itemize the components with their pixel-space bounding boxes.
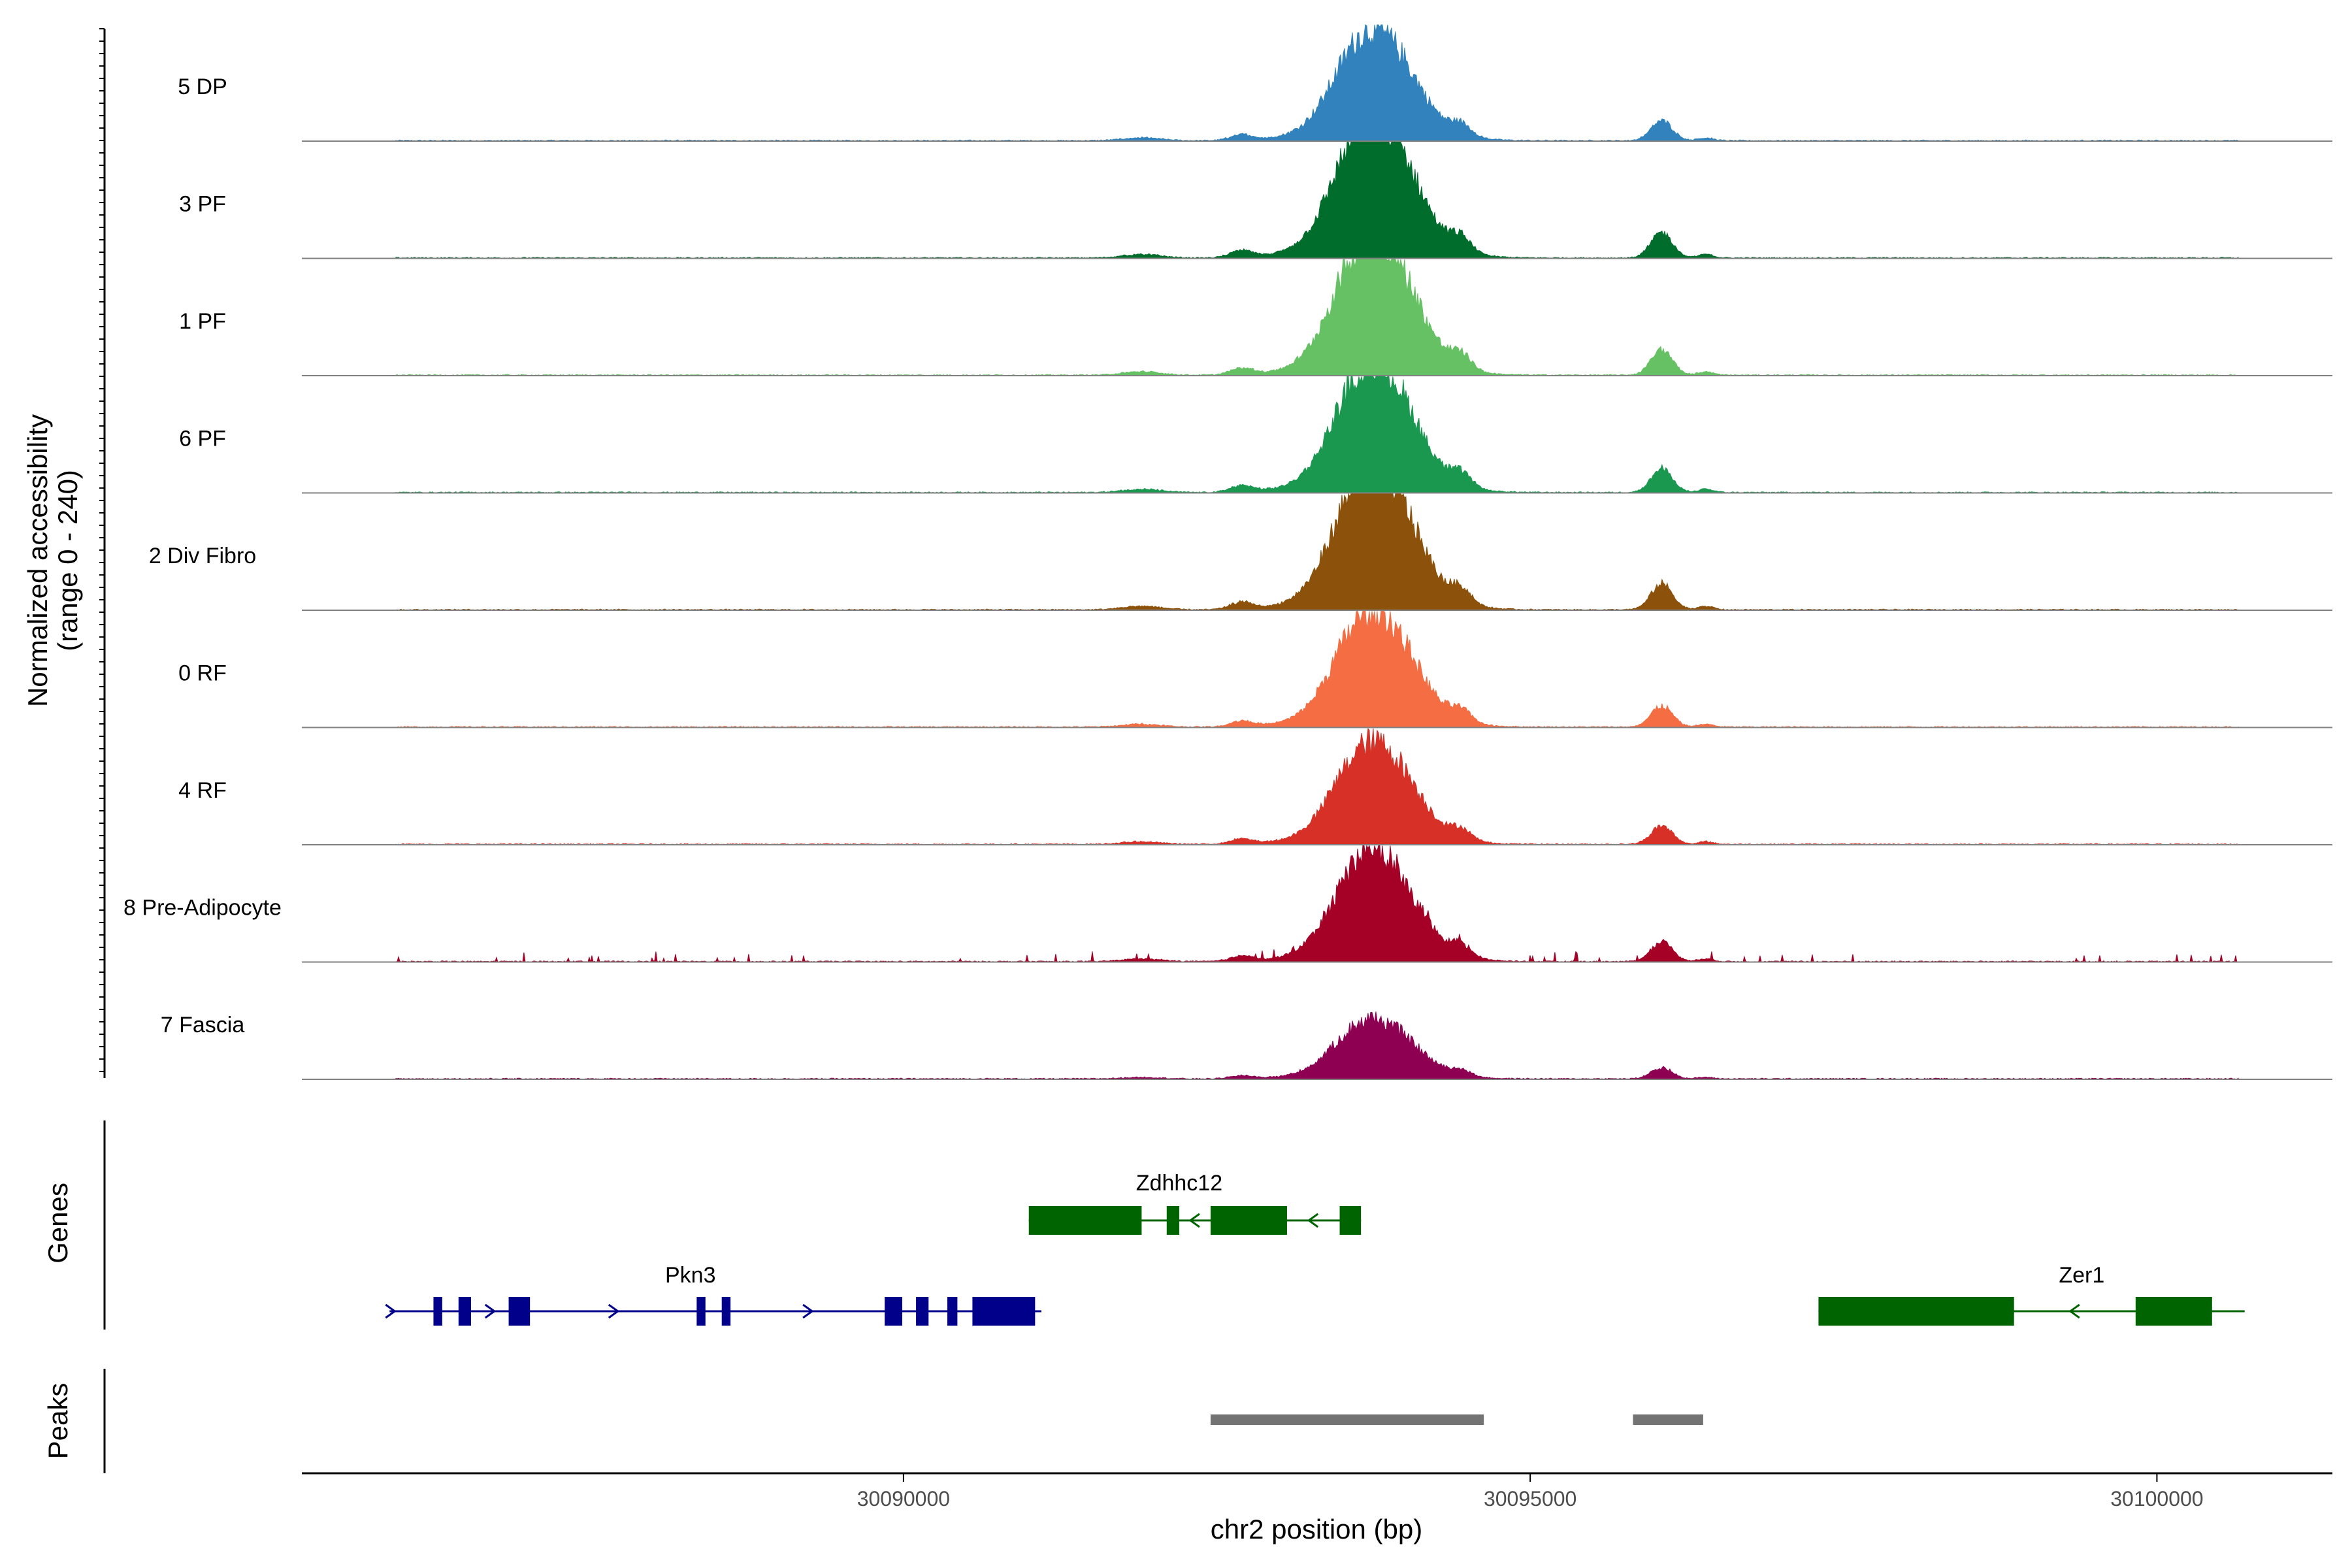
genes-track-label: Genes (42, 1183, 73, 1264)
x-tick-label: 30095000 (1484, 1487, 1576, 1511)
gene-exon (1210, 1206, 1287, 1235)
track-label: 3 PF (179, 192, 226, 217)
gene-label: Zdhhc12 (1136, 1171, 1222, 1196)
x-axis: 30090000 30095000 30100000 (302, 1472, 2332, 1511)
gene-exon (2135, 1297, 2212, 1326)
gene-exon (508, 1297, 531, 1326)
track-6-pf: 6 PF (179, 376, 2332, 494)
gene-track: Zdhhc12 Pkn3 Zer1 (103, 1120, 2245, 1330)
track-0-rf: 0 RF (178, 610, 2332, 728)
strand-arrow (385, 1303, 397, 1319)
gene-exon (458, 1297, 471, 1326)
x-tick-label: 30100000 (2110, 1487, 2203, 1511)
gene-exon (1166, 1206, 1179, 1235)
y-axis-label-line1: Normalized accessibility (22, 414, 53, 707)
track-7-fascia: 7 Fascia (161, 1011, 2332, 1080)
gene-exon (885, 1297, 902, 1326)
strand-arrow (1188, 1213, 1200, 1228)
strand-arrow (1307, 1213, 1319, 1228)
strand-arrow (802, 1303, 814, 1319)
gene-exon (947, 1297, 958, 1326)
gene-exon (721, 1297, 731, 1326)
gene-exon (1028, 1206, 1142, 1235)
peak-track (103, 1369, 1703, 1473)
gene-label: Zer1 (2059, 1263, 2104, 1288)
gene-zdhhc12: Zdhhc12 (1028, 1171, 1362, 1235)
gene-exon (1818, 1297, 2014, 1326)
coverage-tracks: 5 DP 3 PF 1 PF 6 PF 2 Div Fibro 0 RF 4 RF 8 Pre… (123, 24, 2332, 1080)
track-label: 2 Div Fibro (149, 544, 256, 568)
track-4-rf: 4 RF (178, 728, 2332, 845)
track-label: 8 Pre-Adipocyte (123, 896, 282, 921)
gene-label: Pkn3 (665, 1263, 716, 1288)
track-3-pf: 3 PF (179, 142, 2332, 259)
track-label: 0 RF (178, 661, 227, 686)
peak-region (1633, 1414, 1703, 1425)
strand-arrow (484, 1303, 497, 1319)
gene-exon (916, 1297, 929, 1326)
peak-region (1210, 1414, 1484, 1425)
strand-arrow (608, 1303, 620, 1319)
track-2-div-fibro: 2 Div Fibro (149, 493, 2332, 611)
track-1-pf: 1 PF (179, 259, 2332, 376)
gene-pkn3: Pkn3 (385, 1263, 1041, 1326)
track-label: 1 PF (179, 309, 226, 334)
x-axis-label: chr2 position (bp) (1211, 1514, 1423, 1544)
gene-exon (696, 1297, 706, 1326)
gene-zer1: Zer1 (1818, 1263, 2245, 1326)
gene-exon (972, 1297, 1036, 1326)
gene-exon (1339, 1206, 1362, 1235)
track-label: 4 RF (178, 778, 227, 803)
track-5-dp: 5 DP (178, 24, 2332, 142)
strand-arrow (2068, 1303, 2080, 1319)
track-label: 7 Fascia (161, 1013, 245, 1037)
gene-exon (433, 1297, 442, 1326)
peaks-track-label: Peaks (42, 1383, 73, 1460)
track-label: 5 DP (178, 74, 227, 99)
track-8-pre-adipocyte: 8 Pre-Adipocyte (123, 845, 2332, 963)
y-axis (99, 28, 106, 1078)
track-label: 6 PF (179, 427, 226, 451)
x-tick-label: 30090000 (857, 1487, 950, 1511)
y-axis-label-line2: (range 0 - 240) (52, 470, 83, 651)
